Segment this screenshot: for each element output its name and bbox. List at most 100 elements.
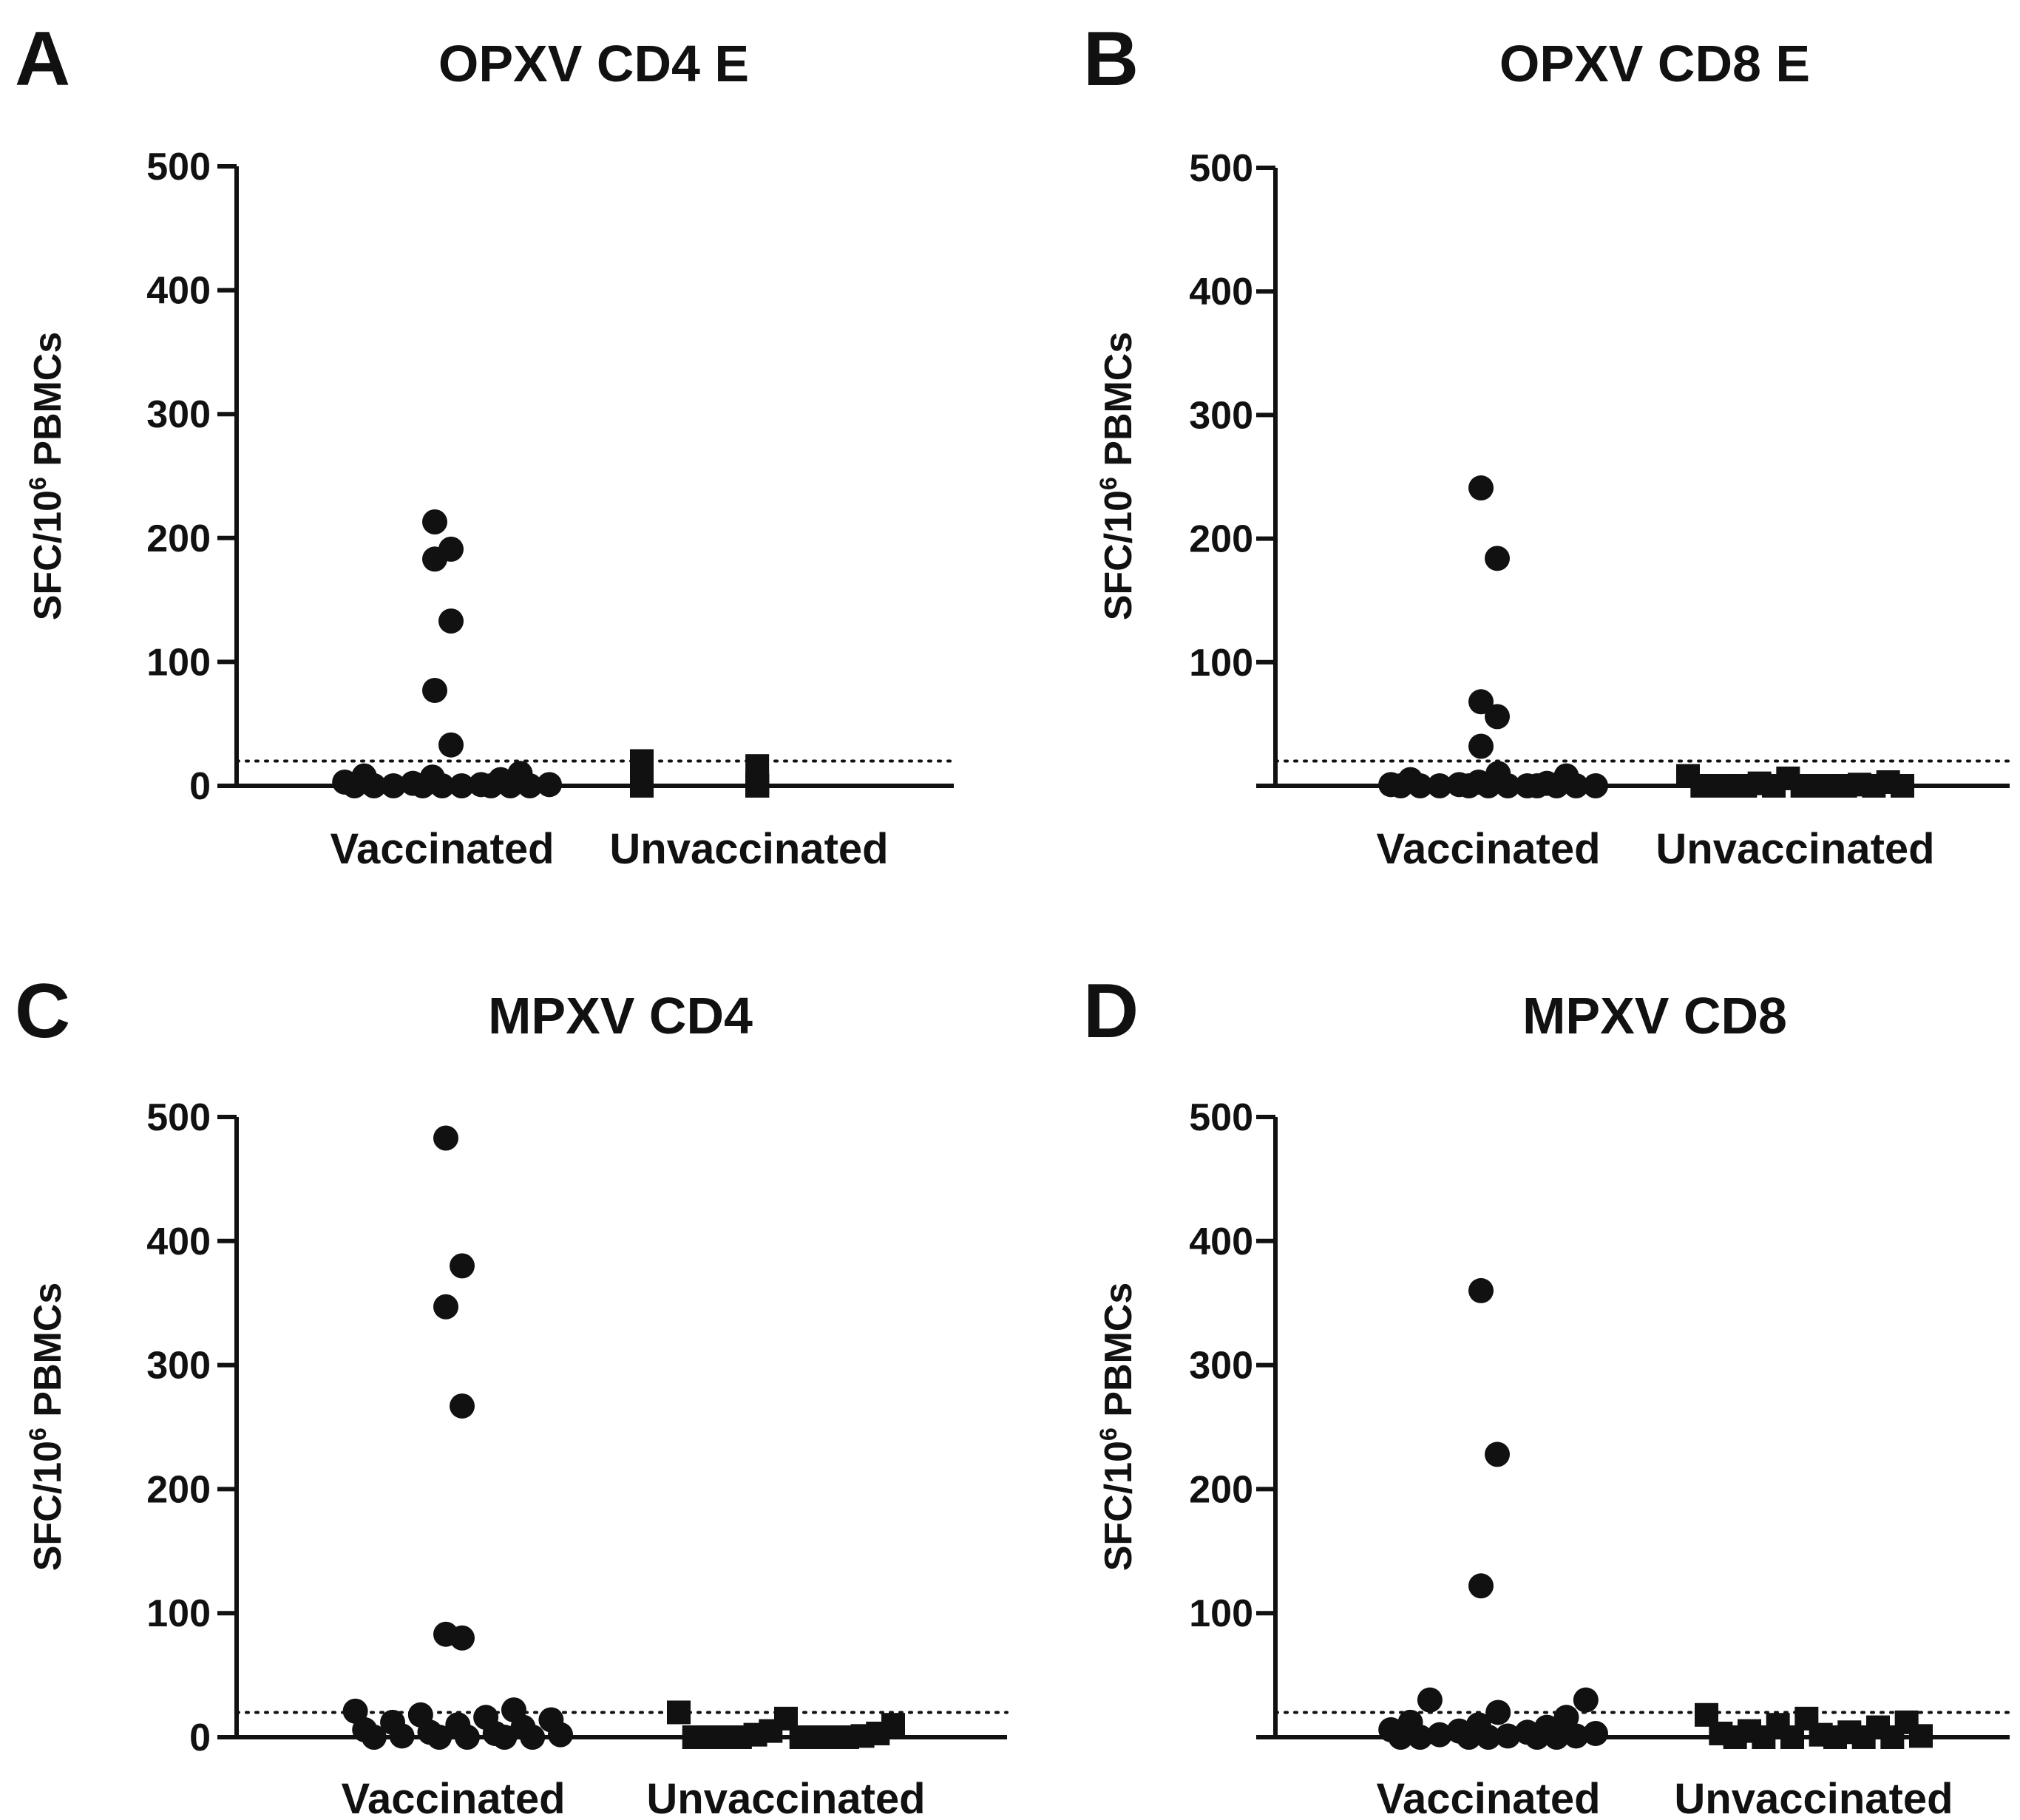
category-label: Vaccinated: [1376, 1775, 1600, 1820]
data-point-circle: [450, 1625, 475, 1651]
panel-title: MPXV CD8: [1522, 987, 1787, 1045]
y-tick-label: 100: [1189, 1592, 1253, 1635]
data-point-circle: [498, 773, 523, 798]
data-point-circle: [433, 1294, 458, 1320]
y-tick-label: 500: [146, 1096, 211, 1139]
data-point-circle: [1485, 1700, 1511, 1725]
data-point-circle: [492, 1725, 518, 1750]
data-point-circle: [1407, 773, 1433, 798]
data-point-circle: [1388, 773, 1414, 798]
data-point-square: [789, 1725, 813, 1749]
data-point-square: [1851, 1725, 1876, 1749]
category-label: Unvaccinated: [646, 1775, 925, 1820]
data-point-circle: [1456, 1725, 1482, 1750]
data-point-square: [1762, 774, 1786, 798]
data-point-circle: [422, 509, 447, 535]
data-point-square: [682, 1725, 706, 1749]
y-tick-label: 500: [1189, 1096, 1253, 1139]
data-point-circle: [537, 772, 562, 798]
data-point-circle: [1476, 773, 1501, 798]
data-point-circle: [342, 773, 367, 798]
data-point-circle: [389, 1723, 415, 1749]
y-tick-label: 200: [146, 517, 211, 560]
data-point-circle: [1427, 773, 1453, 798]
data-point-circle: [1485, 1442, 1510, 1467]
data-point-circle: [520, 1725, 546, 1750]
data-point-circle: [1495, 1723, 1521, 1749]
data-point-circle: [1468, 689, 1494, 715]
y-axis-label: SFC/106 PBMCs: [1095, 1283, 1140, 1572]
y-tick-label: 300: [1189, 394, 1253, 437]
y-tick-label: 400: [1189, 271, 1253, 313]
data-point-square: [1833, 774, 1857, 798]
data-point-circle: [1563, 773, 1589, 798]
data-point-circle: [450, 1253, 475, 1279]
data-point-circle: [1468, 1573, 1494, 1599]
data-point-circle: [1407, 1725, 1433, 1750]
data-point-square: [1733, 774, 1758, 798]
y-axis-label: SFC/106 PBMCs: [1095, 332, 1140, 621]
data-point-square: [1880, 1725, 1905, 1749]
y-tick-label: 100: [1189, 642, 1253, 685]
data-point-circle: [361, 1725, 387, 1750]
y-tick-label: 400: [146, 270, 211, 313]
panel-a: A OPXV CD4 E SFC/106 PBMCs 0 100 200 300 400 500…: [15, 16, 955, 873]
category-label: Vaccinated: [341, 1775, 565, 1820]
data-point-circle: [449, 773, 475, 798]
data-point-circle: [422, 677, 447, 703]
panel-c: C MPXV CD4 SFC/106 PBMCs 0 100 200 300 400 500 Va…: [15, 968, 1009, 1820]
panel-letter: A: [15, 16, 70, 102]
y-tick-label: 200: [1189, 518, 1253, 561]
data-point-circle: [1468, 475, 1494, 501]
data-point-circle: [1583, 773, 1608, 798]
panel-letter: C: [15, 968, 70, 1054]
panel-title: MPXV CD4: [488, 987, 753, 1045]
data-point-circle: [433, 1125, 458, 1151]
category-label: Unvaccinated: [1655, 825, 1934, 873]
data-point-square: [1909, 1724, 1933, 1748]
data-point-circle: [438, 608, 464, 634]
panel-b: B OPXV CD8 E SFC/106 PBMCs 100 200 300 400 500 V…: [1083, 16, 2011, 873]
data-point-circle: [1544, 773, 1570, 798]
data-point-circle: [1388, 1725, 1414, 1750]
data-point-square: [1862, 774, 1886, 798]
y-tick-label: 200: [146, 1468, 211, 1511]
y-tick-label: 300: [146, 393, 211, 436]
data-point-circle: [450, 1393, 475, 1419]
data-point-circle: [1485, 546, 1510, 571]
data-point-circle: [548, 1722, 573, 1748]
data-point-circle: [517, 773, 543, 798]
y-tick-label: 300: [146, 1345, 211, 1388]
data-point-circle: [1427, 1722, 1453, 1748]
data-point-square: [1780, 1725, 1804, 1749]
data-point-circle: [430, 773, 455, 798]
panel-letter: B: [1083, 16, 1139, 102]
data-point-square: [667, 1700, 691, 1725]
data-point-circle: [342, 1698, 368, 1724]
data-point-circle: [1476, 1725, 1501, 1750]
data-point-circle: [478, 773, 504, 798]
data-point-square: [1723, 1725, 1747, 1749]
y-tick-label: 300: [1189, 1345, 1253, 1388]
y-tick-label: 100: [146, 641, 211, 684]
data-point-circle: [1495, 773, 1521, 798]
data-point-circle: [1468, 1277, 1494, 1303]
data-point-square: [1823, 1725, 1847, 1749]
data-point-circle: [427, 1725, 453, 1750]
data-point-circle: [454, 1725, 480, 1750]
data-point-square: [1805, 774, 1828, 798]
data-point-circle: [1553, 1705, 1579, 1731]
panel-title: OPXV CD4 E: [438, 35, 749, 92]
data-point-square: [1704, 774, 1729, 798]
data-point-circle: [1583, 1720, 1608, 1746]
data-point-circle: [1524, 773, 1550, 798]
data-point-circle: [1468, 733, 1494, 759]
data-point-circle: [1485, 704, 1510, 730]
data-point-circle: [438, 732, 464, 758]
data-point-circle: [1544, 1725, 1570, 1750]
y-tick-label: 400: [1189, 1220, 1253, 1263]
data-point-square: [630, 774, 654, 798]
data-point-circle: [1563, 1723, 1589, 1749]
data-point-square: [1752, 1725, 1776, 1749]
